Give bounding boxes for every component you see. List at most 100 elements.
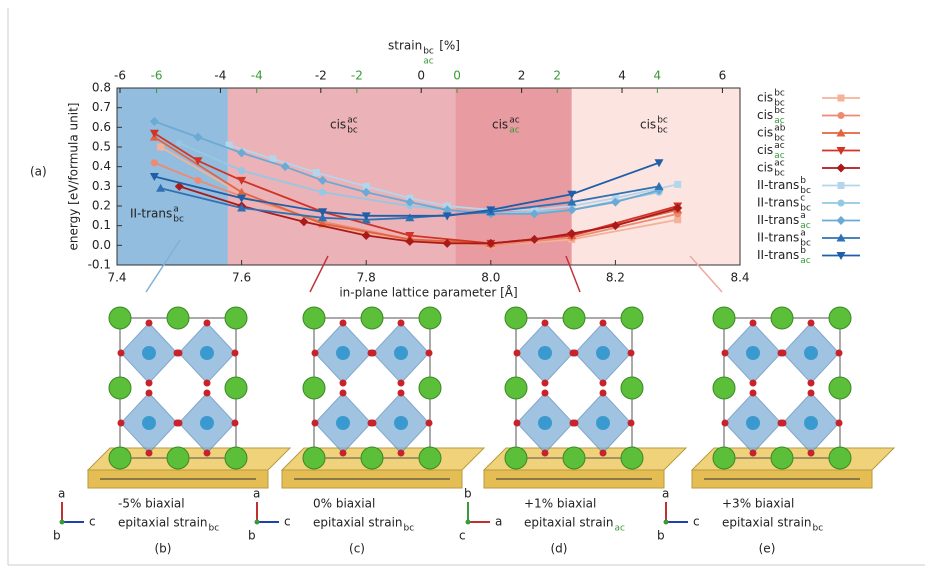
a-site: [167, 447, 189, 469]
oxygen: [340, 320, 347, 327]
b-site: [200, 346, 214, 360]
top-tick-label: 4: [654, 69, 662, 83]
a-site: [419, 377, 441, 399]
annotation-sup: bc: [657, 116, 668, 126]
annotation-sub: bc: [657, 126, 668, 136]
annotation: II-trans: [130, 207, 172, 221]
a-site: [361, 307, 383, 329]
top-tick-label: -2: [315, 69, 327, 83]
a-site: [303, 447, 325, 469]
oxygen: [808, 320, 815, 327]
top-tick-label: 6: [719, 69, 727, 83]
axis-up-label: a: [662, 487, 669, 501]
a-site: [829, 377, 851, 399]
legend-label: cis: [757, 143, 773, 157]
legend-label-sup: b: [800, 246, 806, 256]
annotation-sup: ac: [509, 116, 520, 126]
marker: [238, 167, 245, 174]
marker: [319, 189, 326, 196]
oxygen: [232, 420, 239, 427]
top-tick-label: 2: [553, 69, 561, 83]
annotation-sup: ac: [347, 116, 358, 126]
marker: [838, 200, 845, 207]
panel-line2: epitaxial strain: [722, 516, 812, 530]
y-tick-label: 0.5: [92, 140, 111, 154]
oxygen: [514, 420, 521, 427]
legend-label-sub: bc: [774, 169, 785, 179]
a-site: [713, 447, 735, 469]
top-axis-sub2: ac: [423, 57, 434, 67]
a-site: [563, 307, 585, 329]
b-site: [200, 416, 214, 430]
a-site: [419, 307, 441, 329]
oxygen: [340, 380, 347, 387]
legend-label: II-trans: [757, 231, 799, 245]
oxygen: [146, 380, 153, 387]
axis-diag-label: b: [248, 529, 256, 543]
y-axis-label: energy [eV/formula unit]: [67, 103, 81, 251]
panel-line1: +1% biaxial: [524, 497, 596, 511]
oxygen: [398, 380, 405, 387]
legend-label: II-trans: [757, 213, 799, 227]
top-tick-label: -4: [251, 69, 263, 83]
marker: [674, 181, 681, 188]
y-tick-label: -0.1: [88, 258, 111, 272]
b-site: [804, 416, 818, 430]
legend-label: II-trans: [757, 248, 799, 262]
axis-up-label: b: [464, 487, 472, 501]
legend-label: cis: [757, 91, 773, 105]
a-site: [225, 447, 247, 469]
y-tick-label: 0.2: [92, 199, 111, 213]
oxygen: [722, 420, 729, 427]
a-site: [621, 377, 643, 399]
oxygen: [204, 320, 211, 327]
b-site: [538, 416, 552, 430]
x-tick-label: 7.4: [107, 271, 126, 285]
oxygen: [204, 390, 211, 397]
oxygen: [176, 420, 183, 427]
panel-line2-sub: bc: [209, 524, 220, 534]
oxygen: [146, 390, 153, 397]
legend-label-sup: ac: [774, 159, 785, 169]
y-tick-label: 0.4: [92, 159, 111, 173]
oxygen: [808, 450, 815, 457]
top-tick-label: 4: [618, 69, 626, 83]
axis-origin: [466, 520, 471, 525]
axis-right-label: a: [495, 515, 502, 529]
a-site: [419, 447, 441, 469]
region: [572, 88, 740, 265]
oxygen: [600, 450, 607, 457]
a-site: [225, 307, 247, 329]
annotation: cis: [492, 118, 508, 132]
a-site: [713, 307, 735, 329]
legend-label-sup: bc: [774, 89, 785, 99]
panel-line2: epitaxial strain: [524, 516, 614, 530]
oxygen: [204, 450, 211, 457]
b-site: [142, 416, 156, 430]
a-site: [713, 377, 735, 399]
panel-label: (b): [155, 542, 172, 556]
a-site: [505, 377, 527, 399]
panel-line1: 0% biaxial: [313, 497, 375, 511]
marker: [838, 112, 845, 119]
marker: [313, 169, 320, 176]
a-site: [303, 377, 325, 399]
top-tick-label: -6: [114, 69, 126, 83]
b-site: [336, 346, 350, 360]
oxygen: [750, 390, 757, 397]
axis-diag-label: c: [459, 529, 466, 543]
oxygen: [426, 350, 433, 357]
x-axis-label: in-plane lattice parameter [Å]: [339, 285, 517, 300]
oxygen: [600, 380, 607, 387]
legend-label-sup: c: [800, 194, 805, 204]
a-site: [621, 307, 643, 329]
oxygen: [370, 350, 377, 357]
oxygen: [370, 420, 377, 427]
a-site: [109, 307, 131, 329]
marker: [838, 95, 845, 102]
oxygen: [722, 350, 729, 357]
oxygen: [542, 380, 549, 387]
top-tick-label: 0: [417, 69, 425, 83]
oxygen: [398, 390, 405, 397]
top-tick-label: -2: [351, 69, 363, 83]
